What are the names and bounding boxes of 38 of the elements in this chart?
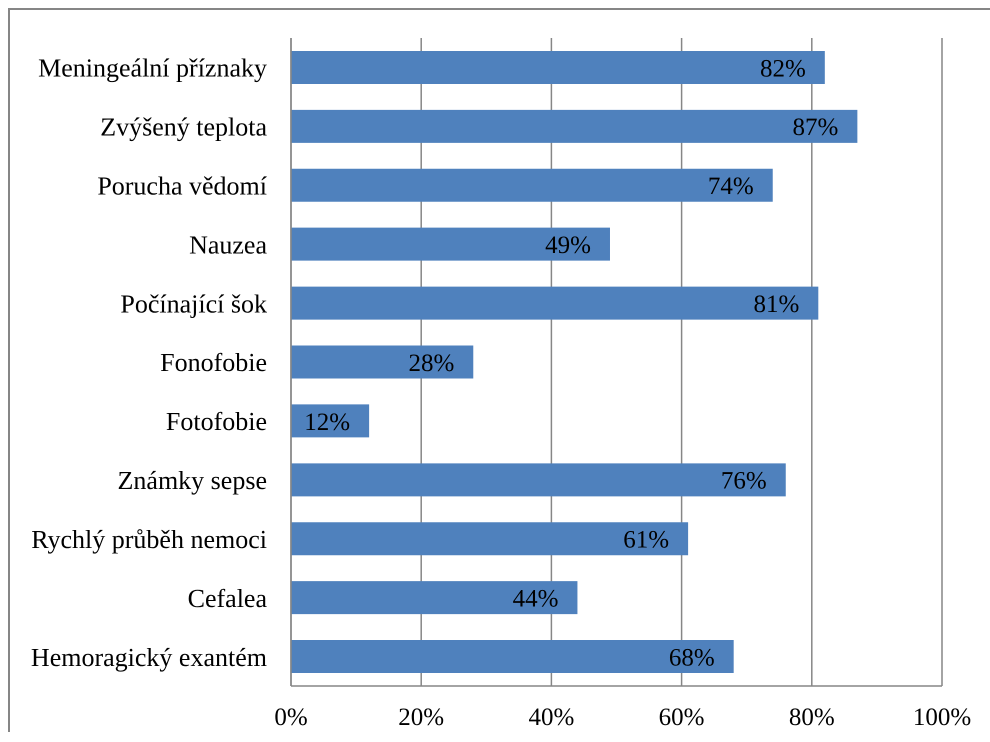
bar — [291, 463, 786, 496]
bar — [291, 640, 734, 674]
data-label: 28% — [408, 350, 454, 377]
data-label: 68% — [668, 644, 715, 672]
bar — [291, 228, 610, 261]
data-label: 49% — [545, 232, 591, 260]
y-tick-label: Porucha vědomí — [97, 172, 267, 201]
y-tick-label: Zvýšený teplota — [100, 112, 268, 142]
data-label: 61% — [623, 526, 670, 554]
data-label: 74% — [708, 173, 754, 200]
bar — [291, 522, 688, 556]
data-label: 82% — [760, 55, 806, 82]
y-tick-label: Fotofobie — [166, 407, 267, 436]
x-tick-label: 40% — [528, 704, 574, 731]
bar — [291, 50, 825, 84]
bar — [291, 346, 474, 379]
bar — [291, 581, 578, 614]
data-label: 12% — [304, 408, 350, 436]
data-label: 44% — [512, 586, 558, 613]
y-tick-label: Hemoragický exantém — [30, 642, 267, 672]
y-tick-label: Rychlý průběh nemoci — [31, 524, 267, 554]
data-label: 76% — [720, 468, 767, 495]
bar — [291, 110, 858, 143]
x-tick-label: 20% — [398, 704, 444, 731]
data-label: 87% — [792, 114, 838, 142]
x-tick-label: 0% — [274, 704, 308, 731]
y-tick-label: Fonofobie — [160, 348, 267, 378]
y-tick-label: Známky sepse — [118, 466, 267, 496]
x-tick-label: 80% — [788, 704, 835, 731]
y-tick-label: Meningeální příznaky — [38, 54, 267, 83]
y-tick-label: Počínající šok — [120, 289, 267, 318]
x-tick-label: 100% — [912, 704, 972, 731]
data-label: 81% — [753, 290, 800, 318]
x-tick-label: 60% — [658, 704, 705, 731]
y-tick-label: Nauzea — [189, 230, 268, 260]
bar — [291, 168, 773, 202]
bar — [291, 286, 818, 320]
y-tick-label: Cefalea — [188, 584, 268, 613]
